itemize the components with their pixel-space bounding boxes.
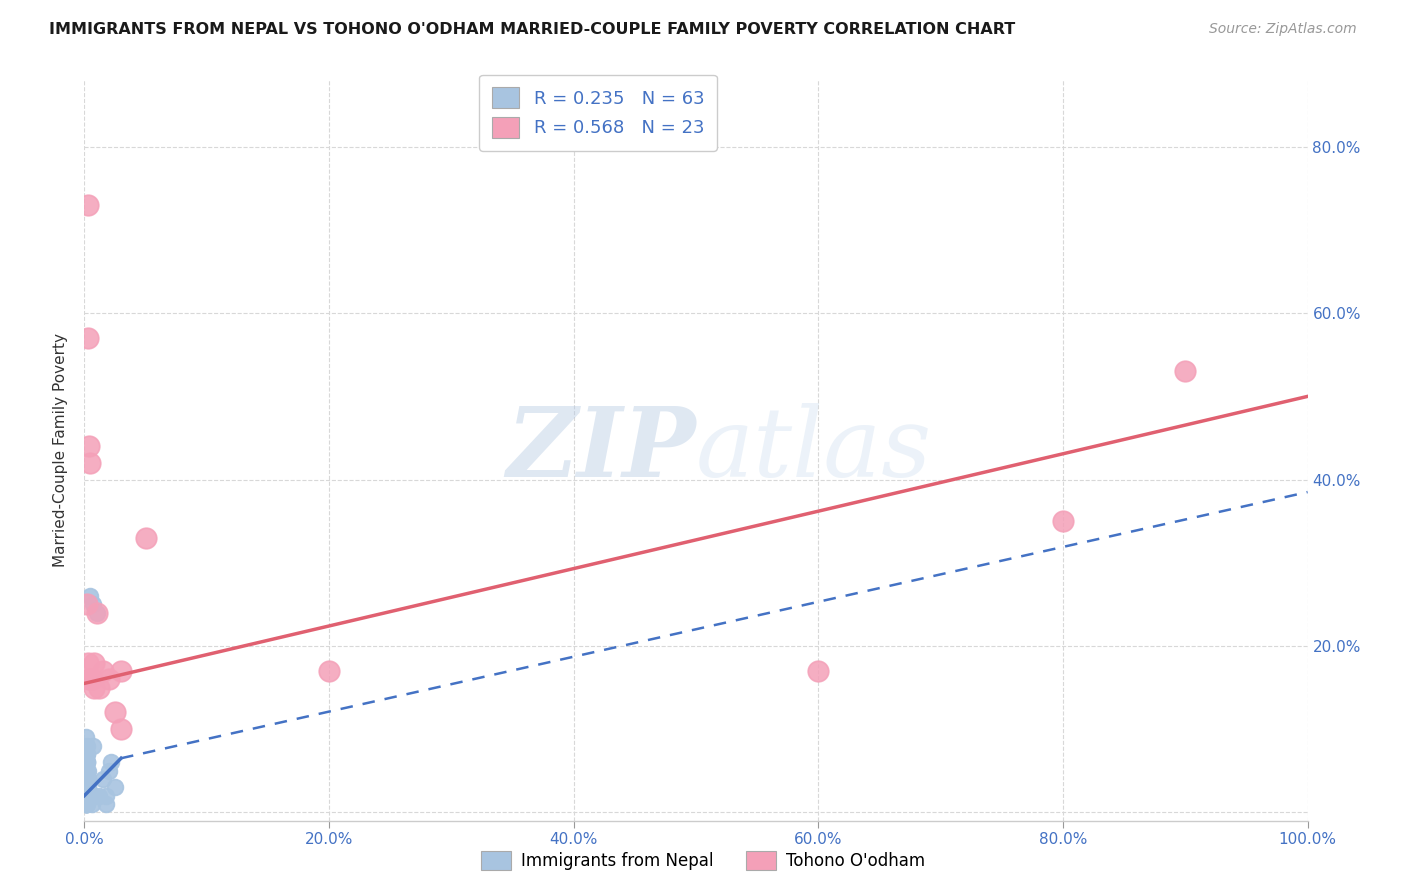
- Point: [97, 764, 120, 778]
- Point: [75, 764, 97, 778]
- Point: [76, 780, 98, 795]
- Point: [77, 656, 100, 670]
- Point: [80, 797, 103, 811]
- Point: [1052, 514, 1074, 528]
- Point: [77, 772, 100, 786]
- Point: [76, 797, 98, 811]
- Point: [75, 789, 97, 803]
- Point: [76, 780, 98, 795]
- Point: [77, 772, 100, 786]
- Point: [86, 606, 108, 620]
- Point: [110, 664, 132, 678]
- Point: [75, 797, 97, 811]
- Point: [75, 756, 97, 770]
- Point: [76, 764, 98, 778]
- Point: [77, 772, 100, 786]
- Point: [75, 772, 97, 786]
- Point: [75, 789, 97, 803]
- Point: [77, 672, 100, 686]
- Point: [96, 789, 118, 803]
- Point: [77, 331, 100, 345]
- Point: [76, 764, 98, 778]
- Point: [75, 789, 97, 803]
- Point: [75, 764, 97, 778]
- Point: [110, 722, 132, 736]
- Point: [75, 780, 97, 795]
- Point: [76, 797, 98, 811]
- Point: [100, 756, 122, 770]
- Point: [75, 780, 97, 795]
- Point: [77, 439, 100, 453]
- Point: [77, 780, 100, 795]
- Legend: Immigrants from Nepal, Tohono O'odham: Immigrants from Nepal, Tohono O'odham: [474, 844, 932, 877]
- Point: [75, 731, 97, 745]
- Point: [318, 664, 340, 678]
- Legend: R = 0.235   N = 63, R = 0.568   N = 23: R = 0.235 N = 63, R = 0.568 N = 23: [479, 75, 717, 151]
- Point: [104, 780, 127, 795]
- Point: [83, 681, 105, 695]
- Point: [807, 664, 830, 678]
- Text: ZIP: ZIP: [506, 403, 696, 498]
- Point: [82, 598, 104, 612]
- Text: Source: ZipAtlas.com: Source: ZipAtlas.com: [1209, 22, 1357, 37]
- Point: [82, 739, 104, 753]
- Text: IMMIGRANTS FROM NEPAL VS TOHONO O'ODHAM MARRIED-COUPLE FAMILY POVERTY CORRELATIO: IMMIGRANTS FROM NEPAL VS TOHONO O'ODHAM …: [49, 22, 1015, 37]
- Point: [76, 756, 98, 770]
- Point: [75, 756, 97, 770]
- Point: [104, 706, 127, 720]
- Point: [75, 780, 97, 795]
- Point: [75, 789, 97, 803]
- Point: [75, 797, 97, 811]
- Point: [91, 664, 114, 678]
- Point: [76, 756, 98, 770]
- Point: [76, 739, 98, 753]
- Point: [76, 780, 98, 795]
- Point: [76, 789, 98, 803]
- Point: [76, 780, 98, 795]
- Point: [79, 456, 101, 470]
- Point: [86, 606, 108, 620]
- Point: [77, 772, 100, 786]
- Point: [83, 656, 105, 670]
- Point: [91, 772, 114, 786]
- Point: [76, 789, 98, 803]
- Point: [76, 598, 98, 612]
- Point: [135, 531, 157, 545]
- Point: [79, 589, 101, 603]
- Point: [96, 797, 118, 811]
- Point: [76, 756, 98, 770]
- Point: [75, 797, 97, 811]
- Point: [97, 672, 120, 686]
- Point: [75, 797, 97, 811]
- Point: [77, 780, 100, 795]
- Point: [77, 198, 100, 212]
- Text: atlas: atlas: [696, 403, 932, 498]
- Point: [76, 772, 98, 786]
- Point: [1174, 364, 1197, 378]
- Point: [76, 747, 98, 761]
- Point: [75, 772, 97, 786]
- Point: [75, 797, 97, 811]
- Point: [75, 789, 97, 803]
- Point: [79, 672, 101, 686]
- Point: [75, 747, 97, 761]
- Point: [83, 789, 105, 803]
- Point: [80, 672, 103, 686]
- Point: [75, 789, 97, 803]
- Y-axis label: Married-Couple Family Poverty: Married-Couple Family Poverty: [53, 334, 69, 567]
- Point: [87, 681, 110, 695]
- Point: [76, 780, 98, 795]
- Point: [87, 789, 110, 803]
- Point: [75, 789, 97, 803]
- Point: [75, 797, 97, 811]
- Point: [75, 789, 97, 803]
- Point: [76, 747, 98, 761]
- Point: [77, 764, 100, 778]
